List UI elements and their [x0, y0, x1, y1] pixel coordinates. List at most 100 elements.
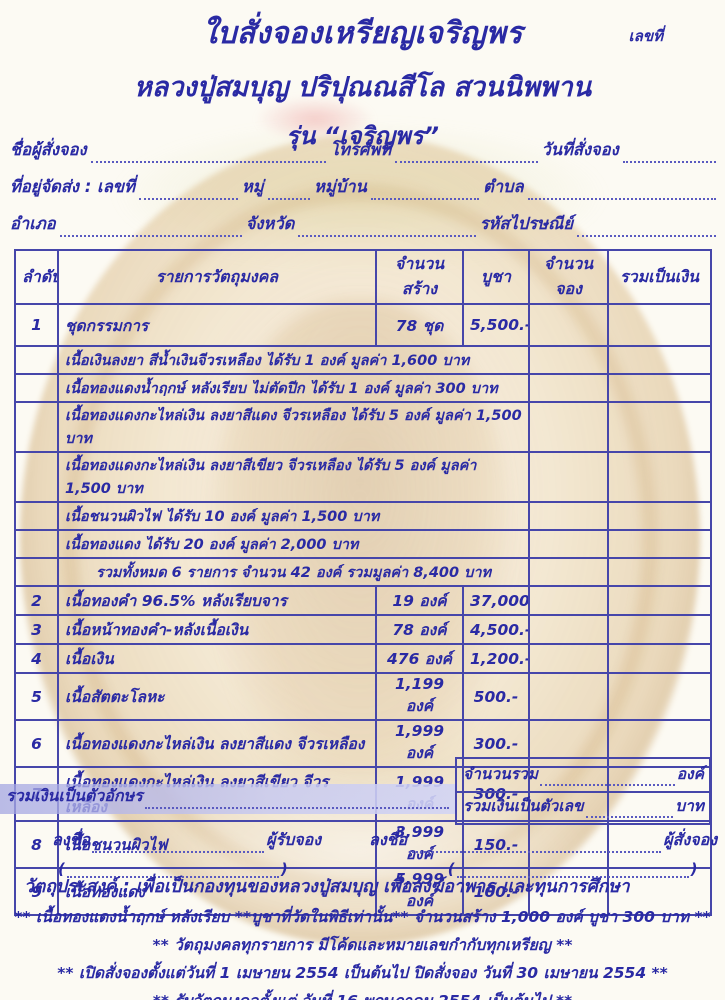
empty-index-cell: [14, 345, 59, 375]
sign-left-field[interactable]: [92, 838, 265, 853]
col-header-price: บูชา: [462, 249, 530, 305]
total-amount-words-field[interactable]: [144, 794, 449, 809]
total-quantity-unit: องค์: [676, 765, 704, 783]
row-reserve-qty-cell[interactable]: [528, 585, 609, 616]
monk-name-subtitle: หลวงปู่สมบุญ ปริปุณณสีโล สวนนิพพาน: [133, 72, 592, 103]
order-date-field[interactable]: [622, 148, 716, 163]
table-row: 6 เนื้อทองแดงกะไหล่เงิน ลงยาสีแดง จีวรเห…: [14, 719, 712, 768]
total-amount-digits-field[interactable]: [585, 803, 674, 818]
row-total-cell: [607, 501, 712, 531]
amphoe-field[interactable]: [59, 222, 242, 237]
row-reserve-qty-cell: [528, 529, 609, 559]
province-label: จังหวัด: [245, 214, 295, 233]
row-made-qty: 1,999 องค์: [375, 719, 464, 768]
total-amount-digits-label: รวมเงินเป็นตัวเลข: [463, 797, 584, 815]
name-field[interactable]: [90, 148, 327, 163]
village-field[interactable]: [370, 185, 480, 200]
set-detail-row: เนื้อทองแดงกะไหล่เงิน ลงยาสีแดง จีวรเหลื…: [14, 401, 712, 453]
table-header-row: ลำดับ รายการวัตถุมงคล จำนวนสร้าง บูชา จำ…: [14, 249, 712, 305]
row-price: 5,500.-: [462, 303, 530, 347]
row-item: ชุดกรรมการ: [57, 303, 377, 347]
row-item: เนื้อทองแดงกะไหล่เงิน ลงยาสีแดง จีวรเหลื…: [57, 719, 377, 768]
footer-note: ** วัตถุมงคลทุกรายการ มีโค้ดและหมายเลขกำ…: [152, 936, 573, 954]
row-total-cell[interactable]: [607, 614, 712, 645]
row-reserve-qty-cell[interactable]: [528, 614, 609, 645]
col-header-total-amount: รวมเป็นเงิน: [607, 249, 712, 305]
row-price: 500.-: [462, 672, 530, 721]
row-total-cell[interactable]: [607, 820, 712, 869]
row-total-cell: [607, 557, 712, 587]
postcode-label: รหัสไปรษณีย์: [479, 214, 573, 233]
row-reserve-qty-cell[interactable]: [528, 643, 609, 674]
row-made-qty: 78 องค์: [375, 614, 464, 645]
row-total-cell[interactable]: [607, 303, 712, 347]
row-total-cell: [607, 401, 712, 453]
col-header-made: จำนวนสร้าง: [375, 249, 464, 305]
set-detail-row: เนื้อเงินลงยา สีน้ำเงินจีวรเหลือง ได้รับ…: [14, 345, 712, 375]
postcode-field[interactable]: [576, 222, 716, 237]
village-label: หมู่บ้าน: [313, 177, 367, 196]
amphoe-label: อำเภอ: [10, 214, 56, 233]
name-label: ชื่อผู้สั่งจอง: [10, 140, 87, 159]
empty-index-cell: [14, 501, 59, 531]
order-date-label: วันที่สั่งจอง: [541, 140, 619, 159]
row-total-cell[interactable]: [607, 585, 712, 616]
row-reserve-qty-cell[interactable]: [528, 303, 609, 347]
row-made-qty: 19 องค์: [375, 585, 464, 616]
empty-index-cell: [14, 401, 59, 453]
edition-name: รุ่น “เจริญพร”: [286, 122, 439, 150]
doc-number-label: เลขที่: [628, 27, 663, 45]
phone-field[interactable]: [395, 148, 538, 163]
phone-label: โทรศัพท์: [330, 140, 392, 159]
sign-right-field[interactable]: [409, 838, 662, 853]
row-reserve-qty-cell: [528, 373, 609, 403]
row-index: 1: [14, 303, 59, 347]
row-reserve-qty-cell[interactable]: [528, 672, 609, 721]
total-quantity-field[interactable]: [539, 771, 675, 786]
address-no-label: ที่อยู่จัดส่ง : เลขที่: [10, 177, 135, 196]
sign-right-label: ลงชื่อ: [369, 830, 408, 849]
province-field[interactable]: [298, 222, 476, 237]
row-index: 4: [14, 643, 59, 674]
form-header: ใบสั่งจองเหรียญเจริญพร เลขที่ หลวงปู่สมบ…: [0, 10, 725, 155]
row-item: เนื้อสัตตะโลหะ: [57, 672, 377, 721]
row-item: เนื้อเงิน: [57, 643, 377, 674]
paren-close: ): [690, 860, 698, 878]
row-total-cell[interactable]: [607, 672, 712, 721]
row-made-qty: 1,199 องค์: [375, 672, 464, 721]
col-header-index: ลำดับ: [14, 249, 59, 305]
set-detail-row: เนื้อทองแดงน้ำฤกษ์ หลังเรียบ ไม่ตัดปีก ไ…: [14, 373, 712, 403]
table-row: 1 ชุดกรรมการ 78 ชุด 5,500.-: [14, 303, 712, 347]
row-total-cell[interactable]: [607, 643, 712, 674]
empty-index-cell: [14, 529, 59, 559]
empty-index-cell: [14, 557, 59, 587]
set-detail-text: เนื้อเงินลงยา สีน้ำเงินจีวรเหลือง ได้รับ…: [57, 345, 530, 375]
customer-info-section: ชื่อผู้สั่งจอง โทรศัพท์ วันที่สั่งจอง ที…: [8, 140, 718, 251]
set-detail-text: เนื้อทองแดงน้ำฤกษ์ หลังเรียบ ไม่ตัดปีก ไ…: [57, 373, 530, 403]
table-row: 3 เนื้อหน้าทองคำ-หลังเนื้อเงิน 78 องค์ 4…: [14, 614, 712, 645]
row-index: 5: [14, 672, 59, 721]
row-index: 3: [14, 614, 59, 645]
row-total-cell[interactable]: [607, 867, 712, 916]
footer-section: วัตถุประสงค์ : เพื่อเป็นกองทุนของหลวงปู่…: [6, 872, 719, 1000]
row-item: เนื้อทองคำ 96.5% หลังเรียบจาร: [57, 585, 377, 616]
footer-note: ** รับวัตถุมงคลตั้งแต่ วันที่ 16 พฤษภาคม…: [6, 988, 719, 1000]
set-summary-row: รวมทั้งหมด 6 รายการ จำนวน 42 องค์ รวมมูล…: [14, 557, 712, 587]
table-row: 2 เนื้อทองคำ 96.5% หลังเรียบจาร 19 องค์ …: [14, 585, 712, 616]
row-total-cell[interactable]: [607, 719, 712, 768]
empty-index-cell: [14, 451, 59, 503]
address-no-field[interactable]: [138, 185, 238, 200]
row-item: เนื้อหน้าทองคำ-หลังเนื้อเงิน: [57, 614, 377, 645]
total-quantity-label: จำนวนรวม: [463, 765, 538, 783]
sign-left-label: ลงชื่อ: [52, 830, 91, 849]
set-detail-row: เนื้อชนวนผิวไฟ ได้รับ 10 องค์ มูลค่า 1,5…: [14, 501, 712, 531]
row-index: 9: [14, 867, 59, 916]
footer-note: ** เนื้อทองแดงน้ำฤกษ์ หลังเรียบ **บูชาที…: [14, 908, 711, 926]
row-made-qty: 476 องค์: [375, 643, 464, 674]
set-detail-text: เนื้อชนวนผิวไฟ ได้รับ 10 องค์ มูลค่า 1,5…: [57, 501, 530, 531]
col-header-item: รายการวัตถุมงคล: [57, 249, 377, 305]
row-total-cell: [607, 529, 712, 559]
row-made-qty: 78 ชุด: [375, 303, 464, 347]
moo-field[interactable]: [267, 185, 310, 200]
tambon-field[interactable]: [527, 185, 716, 200]
